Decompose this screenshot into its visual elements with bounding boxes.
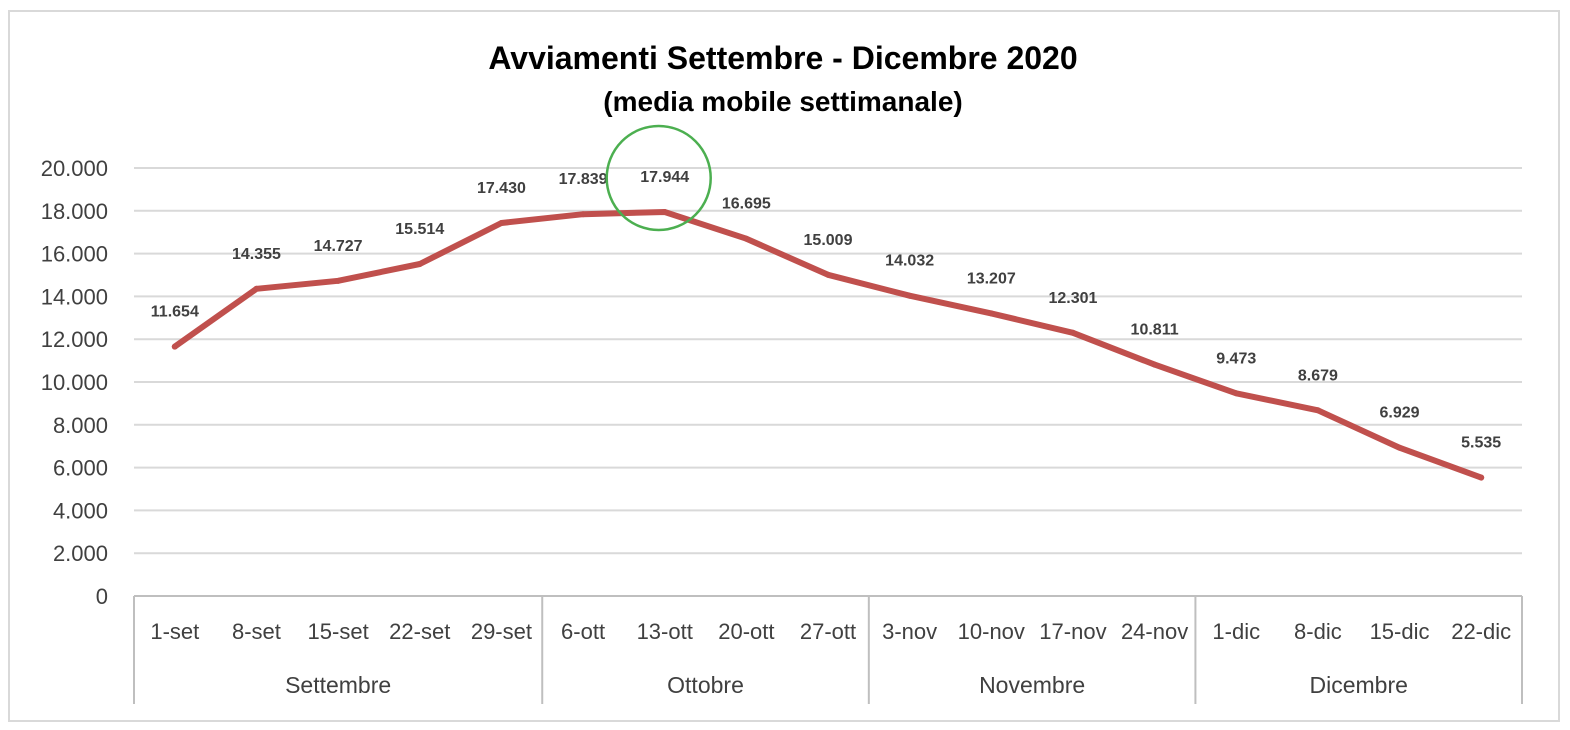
x-tick-label: 22-set [389, 619, 450, 644]
month-label: Ottobre [667, 672, 744, 698]
data-point [1314, 407, 1321, 414]
data-point [580, 211, 587, 218]
data-label: 5.535 [1461, 435, 1501, 452]
y-tick-label: 4.000 [53, 498, 108, 523]
x-tick-label: 24-nov [1121, 619, 1188, 644]
x-tick-label: 15-dic [1370, 619, 1430, 644]
data-point [416, 261, 423, 268]
x-tick-label: 13-ott [637, 619, 693, 644]
y-tick-label: 2.000 [53, 541, 108, 566]
data-point [1478, 474, 1485, 481]
data-label: 10.811 [1131, 322, 1179, 339]
data-label: 14.032 [885, 253, 934, 270]
chart-frame [8, 10, 1560, 722]
x-tick-label: 27-ott [800, 619, 856, 644]
highlight-circle [605, 124, 712, 232]
data-label: 17.944 [640, 169, 689, 186]
data-point [988, 310, 995, 317]
series-line [171, 209, 1485, 481]
month-label: Novembre [979, 672, 1085, 698]
y-tick-label: 18.000 [41, 199, 108, 224]
month-label: Settembre [285, 672, 391, 698]
y-tick-label: 6.000 [53, 456, 108, 481]
data-label: 9.473 [1216, 350, 1256, 367]
data-point [825, 271, 831, 278]
data-label: 11.654 [151, 304, 199, 321]
data-label: 15.514 [395, 221, 444, 238]
data-point [1151, 361, 1158, 368]
x-tick-label: 8-set [232, 619, 281, 644]
data-point [253, 285, 260, 292]
data-point [906, 292, 913, 299]
x-tick-label: 10-nov [958, 619, 1025, 644]
chart-title: Avviamenti Settembre - Dicembre 2020 [488, 40, 1078, 76]
data-point [171, 343, 178, 350]
data-label: 13.207 [967, 270, 1016, 287]
y-tick-label: 20.000 [41, 156, 108, 181]
y-tick-label: 14.000 [41, 284, 108, 309]
x-tick-label: 8-dic [1294, 619, 1342, 644]
y-tick-label: 10.000 [41, 370, 108, 395]
data-point [1069, 329, 1076, 336]
data-point [335, 277, 342, 284]
data-label: 17.839 [559, 171, 608, 188]
y-tick-label: 16.000 [41, 242, 108, 267]
data-label: 12.301 [1048, 290, 1097, 307]
data-point [661, 208, 668, 215]
x-tick-label: 29-set [471, 619, 532, 644]
data-label: 14.355 [232, 246, 281, 263]
data-label: 8.679 [1298, 367, 1338, 384]
x-tick-label: 3-nov [882, 619, 937, 644]
data-point [1233, 390, 1240, 397]
x-tick-label: 17-nov [1039, 619, 1106, 644]
x-tick-label: 1-dic [1212, 619, 1260, 644]
x-tick-label: 1-set [150, 619, 199, 644]
month-label: Dicembre [1309, 672, 1407, 698]
data-point [743, 235, 750, 242]
data-point [498, 219, 505, 226]
data-label: 6.929 [1380, 405, 1420, 422]
y-tick-label: 0 [96, 584, 108, 609]
data-label: 14.727 [314, 238, 363, 255]
chart-subtitle: (media mobile settimanale) [603, 86, 963, 117]
x-tick-label: 15-set [308, 619, 369, 644]
x-tick-label: 20-ott [718, 619, 774, 644]
x-tick-label: 6-ott [561, 619, 605, 644]
y-tick-label: 8.000 [53, 413, 108, 438]
x-tick-label: 22-dic [1451, 619, 1511, 644]
y-tick-label: 12.000 [41, 327, 108, 352]
data-point [1396, 444, 1403, 451]
data-label: 17.430 [477, 180, 526, 197]
data-label: 15.009 [804, 232, 853, 249]
data-label: 16.695 [722, 196, 771, 213]
